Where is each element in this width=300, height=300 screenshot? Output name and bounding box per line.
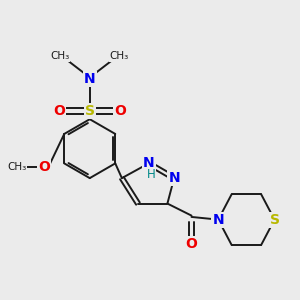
Text: S: S [269,213,280,226]
Text: N: N [143,156,154,170]
Text: S: S [85,104,95,118]
Text: N: N [212,213,224,226]
Text: CH₃: CH₃ [51,51,70,61]
Text: CH₃: CH₃ [8,162,27,172]
Text: O: O [186,237,197,251]
Text: O: O [115,104,127,118]
Text: O: O [53,104,65,118]
Text: H: H [147,168,156,181]
Text: N: N [84,72,96,86]
Text: CH₃: CH₃ [110,51,129,61]
Text: N: N [168,171,180,185]
Text: O: O [38,160,50,174]
